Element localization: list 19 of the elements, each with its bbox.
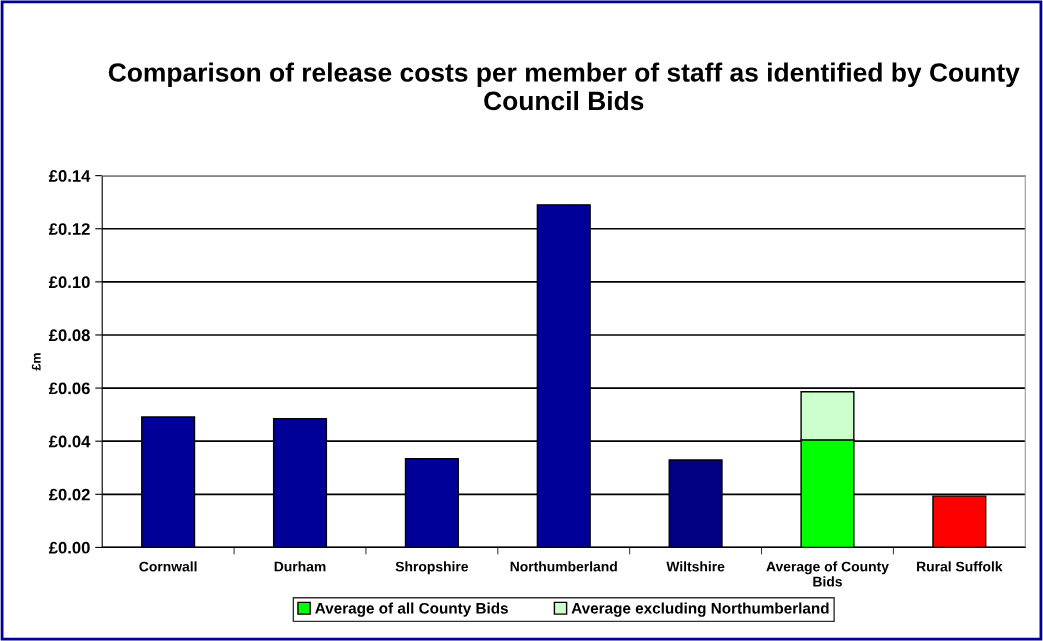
y-tick-label: £0.02 xyxy=(48,488,90,501)
x-tick-label: Durham xyxy=(274,561,326,572)
x-tick-label: Average of County Bids xyxy=(766,561,889,587)
y-axis-title: £m xyxy=(31,353,41,371)
y-tick-label: £0.08 xyxy=(48,329,90,342)
x-tick-label: Rural Suffolk xyxy=(917,561,1003,572)
x-tick-label: Shropshire xyxy=(395,561,469,575)
y-tick-label: £0.12 xyxy=(48,223,90,235)
x-tick-label: Northumberland xyxy=(510,561,617,572)
chart-title: Comparison of release costs per member of staff as identified by County Council Bids xyxy=(108,62,1020,111)
x-tick-label: Wiltshire xyxy=(666,561,725,572)
y-tick-label: £0.06 xyxy=(48,382,90,395)
legend-label: Average excluding Northumberland xyxy=(571,602,829,617)
legend-label: Average of all County Bids xyxy=(315,602,508,617)
x-tick-label: Cornwall xyxy=(139,561,197,572)
y-tick-label: £0.04 xyxy=(48,435,91,448)
y-tick-label: £0.00 xyxy=(48,541,90,554)
y-tick-label: £0.14 xyxy=(48,170,91,182)
y-tick-label: £0.10 xyxy=(48,276,90,289)
